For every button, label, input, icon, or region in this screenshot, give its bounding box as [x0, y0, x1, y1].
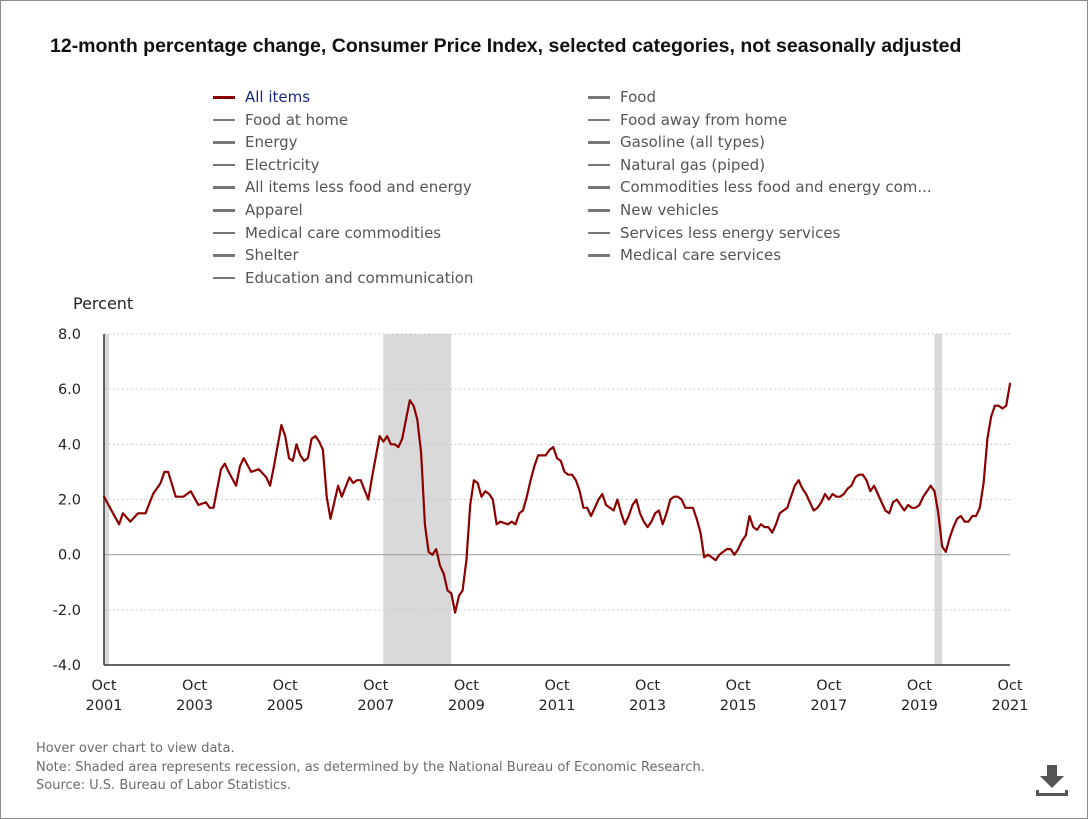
x-tick-year: 2007: [357, 698, 394, 714]
x-tick-month: Oct: [273, 678, 298, 694]
x-tick-month: Oct: [726, 678, 751, 694]
x-tick-month: Oct: [544, 678, 569, 694]
legend-swatch: [588, 209, 610, 212]
x-tick-year: 2021: [992, 698, 1029, 714]
series-line-0[interactable]: [102, 382, 1012, 614]
x-tick-year: 2003: [176, 698, 213, 714]
y-tick-label: 6.0: [58, 382, 81, 398]
legend-label: Electricity: [245, 155, 320, 174]
legend-swatch: [213, 254, 235, 257]
download-icon: [1036, 765, 1068, 796]
x-tick-month: Oct: [907, 678, 932, 694]
x-tick-month: Oct: [816, 678, 841, 694]
x-tick-year: 2001: [86, 698, 123, 714]
legend-label: Gasoline (all types): [620, 133, 765, 152]
legend-label: Food away from home: [620, 110, 788, 129]
legend-swatch: [213, 231, 235, 235]
legend-label: Services less energy services: [620, 223, 841, 242]
legend-swatch: [213, 276, 235, 280]
x-tick-year: 2011: [539, 698, 576, 714]
legend-label: Food at home: [245, 110, 349, 129]
x-tick-year: 2013: [629, 698, 666, 714]
chart-title: 12-month percentage change, Consumer Pri…: [50, 35, 962, 57]
recession-note: Note: Shaded area represents recession, …: [36, 760, 705, 775]
y-tick-label: -2.0: [53, 603, 81, 619]
legend-label: Energy: [245, 133, 298, 152]
legend-label: Natural gas (piped): [620, 155, 766, 174]
y-tick-label: 4.0: [58, 437, 81, 453]
legend-label: Medical care services: [620, 246, 782, 265]
series-layer[interactable]: [102, 382, 1012, 614]
legend-swatch: [588, 96, 610, 99]
y-tick-label: 2.0: [58, 493, 81, 509]
legend-swatch: [213, 209, 235, 212]
grid-lines: [104, 333, 1010, 611]
x-tick-month: Oct: [454, 678, 479, 694]
legend-swatch: [213, 141, 235, 144]
legend-label: Medical care commodities: [245, 223, 442, 242]
legend-swatch: [588, 118, 610, 122]
y-tick-label: 8.0: [58, 327, 81, 343]
x-tick-year: 2009: [448, 698, 485, 714]
axes: -4.0 -2.0 0.0 2.0 4.0 6.0 8.0 Oct 2001 Oct 2003 Oct…: [53, 327, 1029, 714]
legend-label: All items: [245, 88, 311, 106]
y-tick-label: 0.0: [58, 548, 81, 564]
legend-swatch: [588, 141, 610, 144]
legend-swatch: [588, 163, 610, 167]
hover-hint: Hover over chart to view data.: [36, 741, 235, 756]
legend-label: All items less food and energy: [245, 178, 472, 197]
legend-swatch: [213, 96, 235, 99]
x-tick-year: 2005: [267, 698, 304, 714]
y-axis-label: Percent: [73, 294, 134, 313]
source-note: Source: U.S. Bureau of Labor Statistics.: [36, 778, 291, 793]
legend-label: Shelter: [245, 246, 299, 265]
legend-swatch: [588, 254, 610, 257]
legend-swatch: [213, 163, 235, 167]
legend-swatch: [213, 118, 235, 122]
x-tick-year: 2017: [810, 698, 847, 714]
recession-band: [934, 334, 943, 665]
y-tick-label: -4.0: [53, 658, 81, 674]
x-tick-month: Oct: [91, 678, 116, 694]
x-tick-year: 2015: [720, 698, 757, 714]
legend-label: Food: [620, 88, 656, 106]
x-tick-month: Oct: [997, 678, 1022, 694]
x-tick-month: Oct: [182, 678, 207, 694]
legend-swatch: [588, 186, 610, 189]
legend-label: Education and communication: [245, 268, 474, 287]
x-tick-month: Oct: [363, 678, 388, 694]
download-button[interactable]: [1034, 762, 1070, 798]
legend-label: New vehicles: [620, 201, 719, 219]
legend-swatch: [588, 231, 610, 235]
legend-label: Apparel: [245, 201, 303, 219]
x-tick-year: 2019: [901, 698, 938, 714]
x-tick-month: Oct: [635, 678, 660, 694]
legend-label: Commodities less food and energy com...: [620, 178, 932, 197]
legend-swatch: [213, 186, 235, 189]
recession-band: [383, 334, 452, 665]
